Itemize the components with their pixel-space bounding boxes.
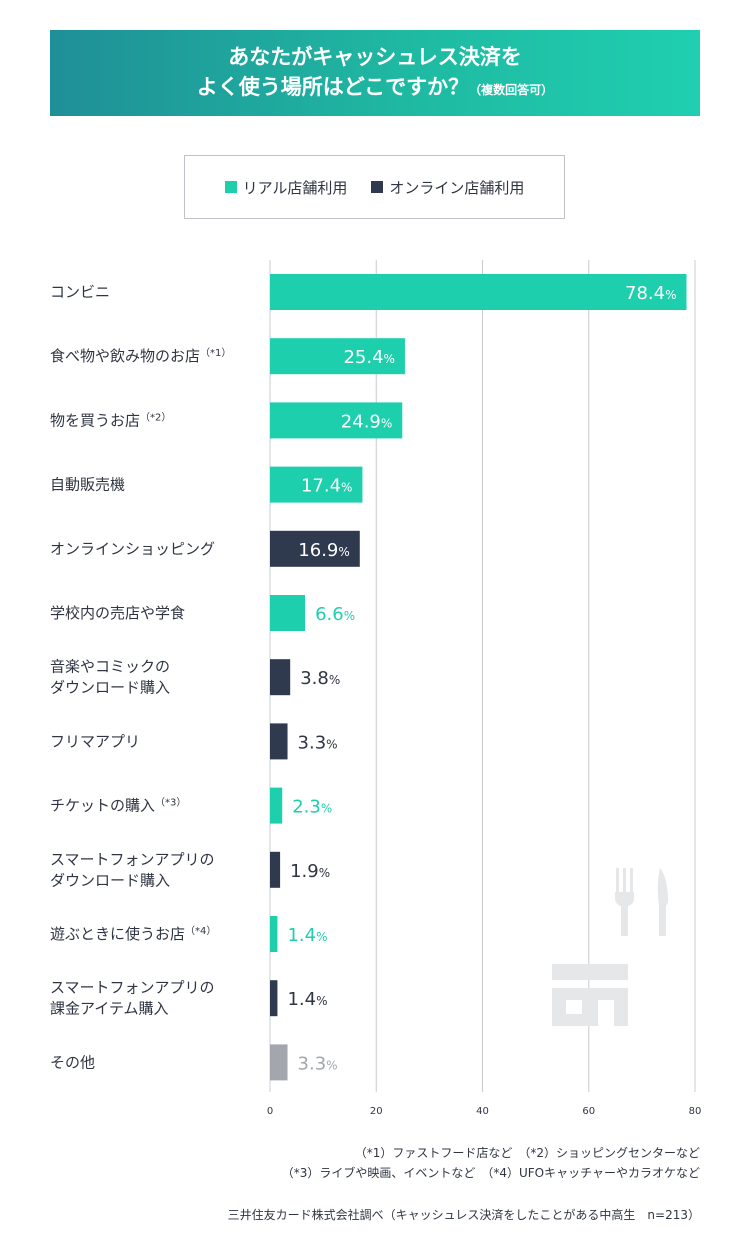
data-label: 16.9% [298,540,349,561]
data-label: 3.3% [298,1053,338,1074]
data-label-unit: % [329,673,340,687]
bar [270,338,405,375]
data-label: 1.4% [287,925,327,946]
bar [270,595,306,631]
data-label-unit: % [321,802,332,816]
category-label: コンビニ [50,283,110,301]
fork-knife-part [615,892,634,936]
category-label: スマートフォンアプリの [50,850,215,868]
data-label-unit: % [381,416,392,430]
legend: リアル店舗利用 オンライン店舗利用 [184,155,565,219]
data-label: 3.8% [300,668,340,689]
shop-icon [552,964,628,1026]
data-label-unit: % [319,866,330,880]
bar [270,1044,288,1081]
chart-title-line2: よく使う場所はどこですか？（複数回答可） [197,72,553,105]
fork-knife-part [630,868,633,896]
shop-part [552,988,628,1026]
category-label: ダウンロード購入 [50,679,170,697]
category-note: （*4） [185,925,216,937]
x-tick-label: 80 [689,1106,702,1117]
category-note: （*1） [200,347,231,359]
bar [270,723,288,760]
bar [270,980,278,1017]
chart-title-note: （複数回答可） [469,82,554,97]
x-tick-label: 40 [476,1106,489,1117]
legend-label-real: リアル店舗利用 [242,178,348,197]
data-label-unit: % [326,1058,337,1072]
data-label-unit: % [665,288,676,302]
data-label: 6.6% [315,604,355,625]
data-label-unit: % [341,481,352,495]
category-label: 音楽やコミックの [50,658,170,676]
legend-item-real: リアル店舗利用 [224,177,348,198]
fork-knife-part [623,868,626,896]
bar [270,402,403,439]
footnote-line1: （*1）ファストフード店など （*2）ショッピングセンターなど [354,1146,700,1160]
x-tick-label: 0 [267,1106,273,1117]
shop-part [566,1000,582,1014]
title-banner: あなたがキャッシュレス決済を よく使う場所はどこですか？（複数回答可） [50,30,700,116]
fork-knife-part [616,868,619,896]
data-label-unit: % [316,930,327,944]
bar [270,659,291,696]
data-label: 25.4% [343,347,394,368]
legend-swatch-online [371,181,384,193]
data-label: 78.4% [625,283,676,304]
bar [270,530,360,567]
category-note: （*3） [155,797,186,809]
data-label: 1.9% [290,861,330,882]
data-label-unit: % [316,994,327,1008]
category-note: （*2） [140,411,171,423]
source-note: 三井住友カード株式会社調べ（キャッシュレス決済をしたことがある中高生 n=213… [227,1208,700,1222]
category-label: オンラインショッピング [50,540,215,558]
chart-title-line1: あなたがキャッシュレス決済を [228,44,522,69]
category-label: 自動販売機 [50,476,125,494]
fork-knife-part [657,868,668,936]
category-label: チケットの購入（*3） [50,797,186,815]
category-label: 食べ物や飲み物のお店（*1） [50,347,231,365]
data-label-unit: % [344,609,355,623]
bar [270,466,363,503]
data-label: 24.9% [341,411,392,432]
data-label-unit: % [338,545,349,559]
legend-item-online: オンライン店舗利用 [371,177,524,198]
shop-part [552,964,628,980]
data-label: 3.3% [298,732,338,753]
chart-title-main: よく使う場所はどこですか？ [196,74,470,99]
x-tick-label: 20 [370,1106,383,1117]
category-label: フリマアプリ [50,732,140,750]
category-label: 物を買うお店（*2） [50,411,171,429]
bar [270,274,687,310]
bar [270,916,278,952]
data-label: 17.4% [301,476,352,497]
data-label: 2.3% [292,797,332,818]
data-label-unit: % [384,352,395,366]
data-label-unit: % [326,737,337,751]
category-label: その他 [50,1053,95,1071]
data-label: 1.4% [287,989,327,1010]
x-tick-label: 60 [582,1106,595,1117]
footnote-line2: （*3）ライブや映画、イベントなど （*4）UFOキャッチャーやカラオケなど [281,1166,700,1180]
category-label: 遊ぶときに使うお店（*4） [50,925,216,943]
category-label: 課金アイテム購入 [50,1000,169,1018]
category-label: スマートフォンアプリの [50,979,215,997]
fork-knife-icon [615,868,668,936]
bar [270,851,281,888]
legend-label-online: オンライン店舗利用 [389,178,525,197]
category-label: ダウンロード購入 [50,871,170,889]
legend-swatch-real [224,181,237,193]
category-label: 学校内の売店や学食 [50,604,185,622]
bar [270,787,283,824]
